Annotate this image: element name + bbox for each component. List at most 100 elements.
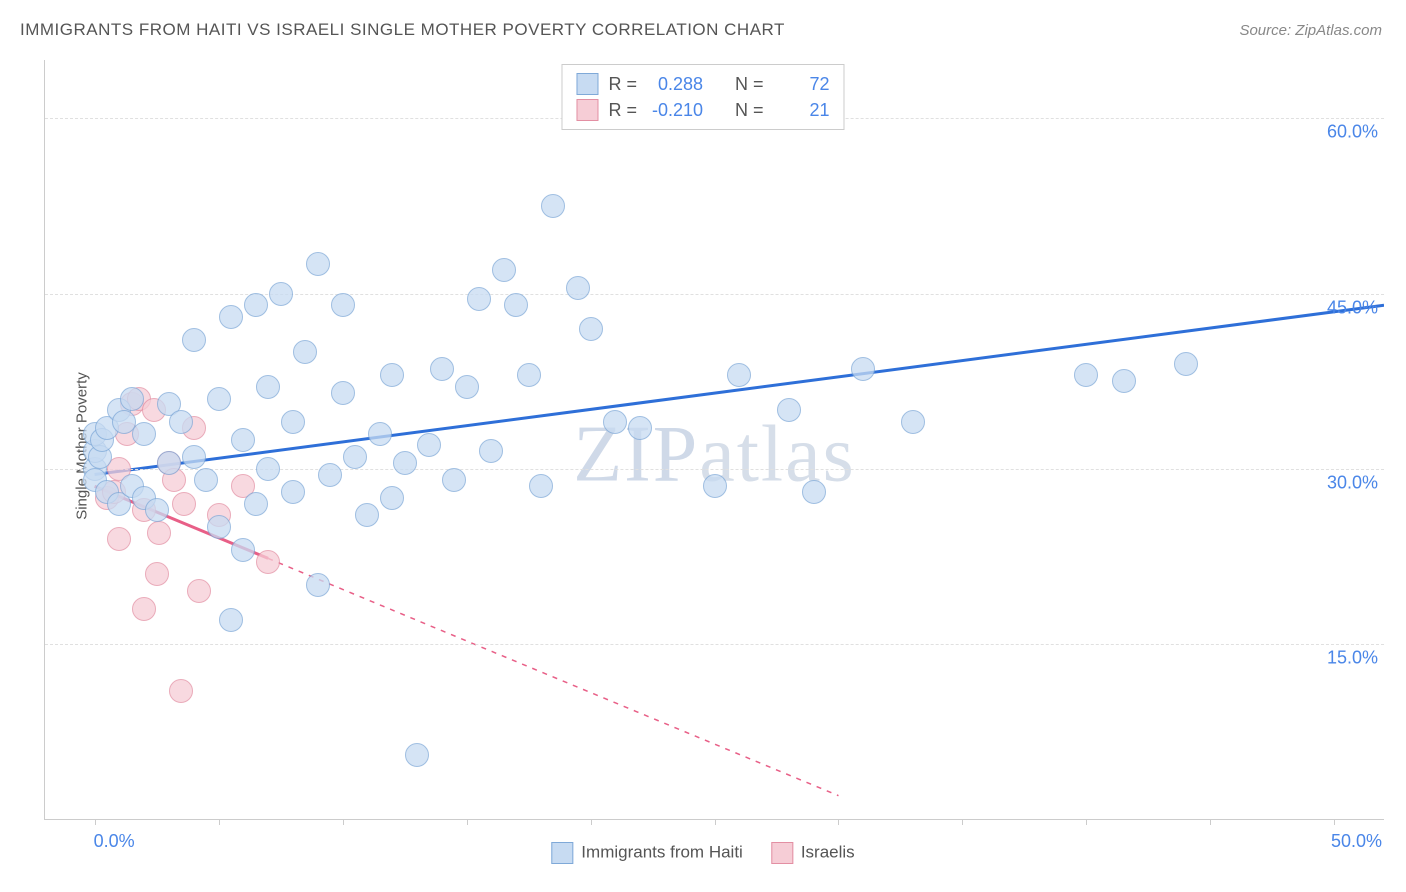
data-point-haiti bbox=[269, 282, 293, 306]
chart-title: IMMIGRANTS FROM HAITI VS ISRAELI SINGLE … bbox=[20, 20, 785, 40]
data-point-haiti bbox=[1174, 352, 1198, 376]
x-tick bbox=[1086, 819, 1087, 825]
gridline bbox=[45, 644, 1384, 645]
data-point-haiti bbox=[504, 293, 528, 317]
data-point-haiti bbox=[207, 387, 231, 411]
n-value-israelis: 21 bbox=[774, 100, 830, 121]
data-point-haiti bbox=[293, 340, 317, 364]
data-point-haiti bbox=[727, 363, 751, 387]
legend-stats-row-israelis: R = -0.210 N = 21 bbox=[576, 97, 829, 123]
data-point-haiti bbox=[901, 410, 925, 434]
y-tick-label: 15.0% bbox=[1327, 647, 1378, 668]
legend-label-israelis: Israelis bbox=[801, 842, 855, 861]
legend-item-israelis: Israelis bbox=[771, 842, 855, 864]
data-point-haiti bbox=[281, 410, 305, 434]
data-point-haiti bbox=[244, 293, 268, 317]
data-point-haiti bbox=[306, 252, 330, 276]
legend-series: Immigrants from Haiti Israelis bbox=[551, 842, 854, 864]
data-point-israelis bbox=[169, 679, 193, 703]
data-point-haiti bbox=[182, 328, 206, 352]
data-point-haiti bbox=[703, 474, 727, 498]
data-point-haiti bbox=[492, 258, 516, 282]
x-tick bbox=[715, 819, 716, 825]
legend-swatch-israelis bbox=[771, 842, 793, 864]
data-point-haiti bbox=[529, 474, 553, 498]
chart-plot-area: ZIPatlas 15.0%30.0%45.0%60.0% bbox=[44, 60, 1384, 820]
data-point-israelis bbox=[256, 550, 280, 574]
r-value-haiti: 0.288 bbox=[647, 74, 703, 95]
x-tick bbox=[467, 819, 468, 825]
data-point-haiti bbox=[207, 515, 231, 539]
data-point-haiti bbox=[579, 317, 603, 341]
x-min-label: 0.0% bbox=[94, 831, 135, 852]
data-point-haiti bbox=[517, 363, 541, 387]
data-point-haiti bbox=[802, 480, 826, 504]
legend-swatch-haiti bbox=[576, 73, 598, 95]
y-tick-label: 30.0% bbox=[1327, 472, 1378, 493]
data-point-haiti bbox=[231, 428, 255, 452]
data-point-haiti bbox=[132, 422, 156, 446]
x-tick bbox=[219, 819, 220, 825]
n-value-haiti: 72 bbox=[774, 74, 830, 95]
data-point-haiti bbox=[479, 439, 503, 463]
legend-item-haiti: Immigrants from Haiti bbox=[551, 842, 743, 864]
data-point-haiti bbox=[368, 422, 392, 446]
n-label: N = bbox=[735, 100, 764, 121]
y-tick-label: 60.0% bbox=[1327, 122, 1378, 143]
x-max-label: 50.0% bbox=[1331, 831, 1382, 852]
data-point-israelis bbox=[132, 597, 156, 621]
data-point-haiti bbox=[455, 375, 479, 399]
data-point-haiti bbox=[318, 463, 342, 487]
r-label: R = bbox=[608, 100, 637, 121]
data-point-haiti bbox=[331, 381, 355, 405]
data-point-israelis bbox=[107, 527, 131, 551]
x-tick bbox=[95, 819, 96, 825]
source-attribution: Source: ZipAtlas.com bbox=[1239, 22, 1382, 39]
data-point-israelis bbox=[147, 521, 171, 545]
data-point-haiti bbox=[405, 743, 429, 767]
data-point-haiti bbox=[169, 410, 193, 434]
x-tick bbox=[1334, 819, 1335, 825]
r-label: R = bbox=[608, 74, 637, 95]
data-point-haiti bbox=[777, 398, 801, 422]
legend-swatch-israelis bbox=[576, 99, 598, 121]
data-point-haiti bbox=[566, 276, 590, 300]
data-point-israelis bbox=[172, 492, 196, 516]
y-tick-label: 45.0% bbox=[1327, 297, 1378, 318]
data-point-haiti bbox=[355, 503, 379, 527]
data-point-haiti bbox=[256, 457, 280, 481]
data-point-haiti bbox=[430, 357, 454, 381]
data-point-haiti bbox=[417, 433, 441, 457]
data-point-haiti bbox=[219, 305, 243, 329]
legend-label-haiti: Immigrants from Haiti bbox=[581, 842, 743, 861]
data-point-haiti bbox=[1074, 363, 1098, 387]
data-point-haiti bbox=[380, 486, 404, 510]
trend-line-dashed bbox=[268, 558, 838, 795]
data-point-haiti bbox=[628, 416, 652, 440]
data-point-haiti bbox=[281, 480, 305, 504]
data-point-haiti bbox=[380, 363, 404, 387]
legend-swatch-haiti bbox=[551, 842, 573, 864]
x-tick bbox=[962, 819, 963, 825]
r-value-israelis: -0.210 bbox=[647, 100, 703, 121]
data-point-haiti bbox=[1112, 369, 1136, 393]
data-point-haiti bbox=[244, 492, 268, 516]
data-point-haiti bbox=[331, 293, 355, 317]
x-tick bbox=[1210, 819, 1211, 825]
x-tick bbox=[343, 819, 344, 825]
data-point-israelis bbox=[145, 562, 169, 586]
data-point-haiti bbox=[442, 468, 466, 492]
data-point-haiti bbox=[182, 445, 206, 469]
legend-stats: R = 0.288 N = 72 R = -0.210 N = 21 bbox=[561, 64, 844, 130]
data-point-haiti bbox=[541, 194, 565, 218]
data-point-haiti bbox=[393, 451, 417, 475]
n-label: N = bbox=[735, 74, 764, 95]
gridline bbox=[45, 469, 1384, 470]
data-point-haiti bbox=[120, 387, 144, 411]
data-point-haiti bbox=[231, 538, 255, 562]
legend-stats-row-haiti: R = 0.288 N = 72 bbox=[576, 71, 829, 97]
x-tick bbox=[591, 819, 592, 825]
gridline bbox=[45, 294, 1384, 295]
data-point-haiti bbox=[157, 451, 181, 475]
data-point-israelis bbox=[187, 579, 211, 603]
